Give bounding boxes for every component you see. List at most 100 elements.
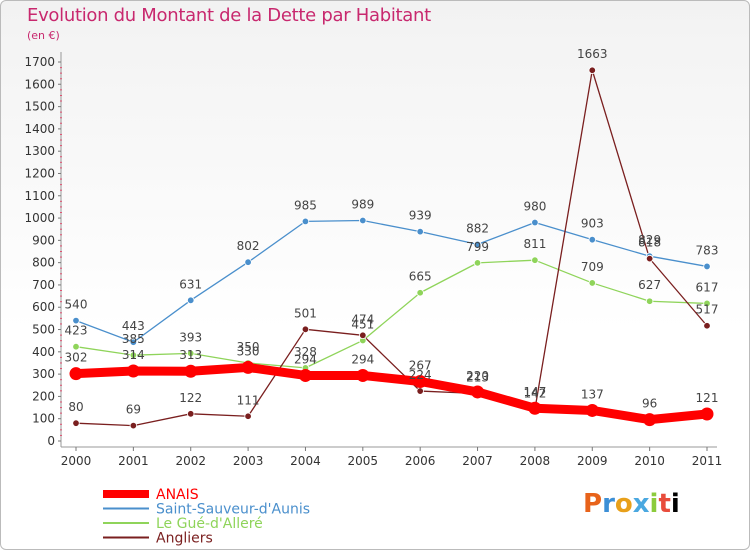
data-label: 122 xyxy=(179,391,202,405)
data-label: 474 xyxy=(351,312,374,326)
data-point xyxy=(703,262,711,271)
data-point xyxy=(703,299,711,308)
data-point xyxy=(473,240,482,249)
data-label: 799 xyxy=(466,240,489,254)
chart-title: Evolution du Montant de la Dette par Hab… xyxy=(27,5,431,26)
data-label: 302 xyxy=(65,351,88,365)
legend-label: Saint-Sauveur-d'Aunis xyxy=(156,502,310,518)
data-point xyxy=(187,296,195,305)
y-tick-label: 0 xyxy=(47,434,55,448)
y-tick-label: 500 xyxy=(32,323,55,337)
data-label: 501 xyxy=(294,306,317,320)
x-tick-label: 2009 xyxy=(577,454,608,468)
data-point xyxy=(72,342,80,351)
y-tick-label: 600 xyxy=(32,300,55,314)
y-tick-label: 800 xyxy=(32,256,55,270)
data-point xyxy=(416,289,424,297)
data-point xyxy=(473,259,482,267)
data-label: 1663 xyxy=(577,47,608,61)
data-point xyxy=(241,360,255,374)
data-label: 328 xyxy=(294,345,317,359)
data-label: 137 xyxy=(581,387,604,401)
legend-label: Le Gué-d'Alleré xyxy=(156,516,263,532)
data-point xyxy=(645,297,654,305)
data-point xyxy=(700,407,714,421)
y-tick-label: 100 xyxy=(32,412,55,426)
y-tick-label: 1500 xyxy=(24,100,55,114)
data-label: 313 xyxy=(179,348,202,362)
y-tick-label: 200 xyxy=(32,389,55,403)
data-label: 631 xyxy=(179,277,202,291)
data-label: 709 xyxy=(581,260,604,274)
x-tick-label: 2011 xyxy=(692,454,723,468)
y-tick-label: 700 xyxy=(32,278,55,292)
data-label: 617 xyxy=(696,280,719,294)
data-point xyxy=(72,419,80,427)
series-line xyxy=(75,219,708,343)
data-label: 423 xyxy=(65,324,88,338)
data-point xyxy=(301,217,310,226)
series-line xyxy=(71,362,712,425)
data-point xyxy=(298,368,312,382)
y-tick-label: 1000 xyxy=(24,211,55,225)
data-point xyxy=(588,279,596,287)
data-point xyxy=(645,254,654,263)
data-label: 224 xyxy=(409,368,432,382)
data-label: 451 xyxy=(351,317,374,331)
y-tick-label: 1700 xyxy=(24,55,55,69)
data-label: 294 xyxy=(294,352,317,366)
data-point xyxy=(416,387,424,395)
data-point xyxy=(129,338,138,346)
y-tick-label: 400 xyxy=(32,345,55,359)
data-label: 980 xyxy=(523,200,546,214)
data-point xyxy=(703,322,711,330)
data-point xyxy=(126,364,140,378)
data-point xyxy=(187,410,195,418)
data-label: 985 xyxy=(294,198,317,212)
legend-label: ANAIS xyxy=(156,487,199,503)
data-label: 783 xyxy=(696,243,719,257)
data-label: 443 xyxy=(122,319,145,333)
y-tick-label: 1200 xyxy=(24,166,55,180)
legend-label: Angliers xyxy=(156,531,213,547)
y-tick-label: 1100 xyxy=(24,189,55,203)
data-label: 540 xyxy=(65,298,88,312)
data-point xyxy=(72,316,80,325)
data-label: 267 xyxy=(409,358,432,372)
data-label: 818 xyxy=(638,236,661,250)
x-tick-label: 2000 xyxy=(61,454,92,468)
data-label: 385 xyxy=(122,332,145,346)
data-point xyxy=(359,331,367,340)
data-point xyxy=(359,216,367,225)
data-point xyxy=(416,227,424,236)
data-label: 989 xyxy=(351,198,374,212)
data-label: 811 xyxy=(523,237,546,251)
x-tick-label: 2003 xyxy=(233,454,264,468)
data-label: 96 xyxy=(642,397,657,411)
data-label: 69 xyxy=(126,403,141,417)
y-tick-label: 1600 xyxy=(24,77,55,91)
data-point xyxy=(531,218,539,227)
data-point xyxy=(643,413,657,427)
data-point xyxy=(413,374,427,388)
data-point xyxy=(528,401,542,415)
data-label: 393 xyxy=(179,330,202,344)
data-point xyxy=(187,349,195,358)
proxiti-logo: Proxiti xyxy=(583,489,680,519)
x-tick-label: 2001 xyxy=(118,454,149,468)
data-point xyxy=(588,66,596,74)
data-label: 517 xyxy=(696,303,719,317)
x-tick-label: 2007 xyxy=(462,454,493,468)
x-tick-label: 2002 xyxy=(175,454,206,468)
data-label: 665 xyxy=(409,270,432,284)
data-point xyxy=(129,421,138,430)
data-point xyxy=(471,385,485,399)
series-line xyxy=(75,69,708,427)
y-tick-label: 1400 xyxy=(24,122,55,136)
data-label: 882 xyxy=(466,221,489,235)
data-point xyxy=(356,368,370,382)
data-label: 314 xyxy=(122,348,145,362)
data-label: 220 xyxy=(466,369,489,383)
